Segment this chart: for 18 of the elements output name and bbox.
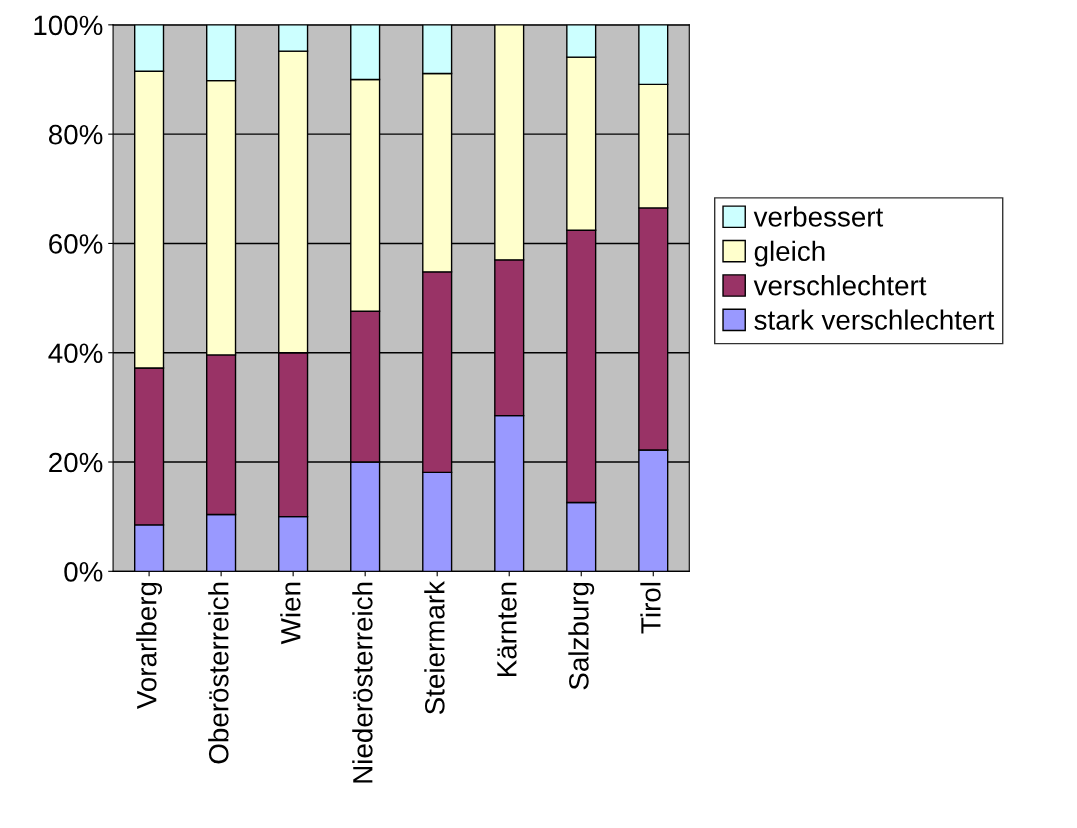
legend-label: stark verschlechtert (754, 309, 995, 330)
x-tick-label: Tirol (640, 582, 661, 634)
y-tick-label: 100% (34, 15, 103, 36)
x-tick-label: Wien (280, 582, 301, 645)
legend-label: verschlechtert (753, 275, 927, 296)
x-tick-label: Oberösterreich (208, 582, 229, 764)
legend-label: gleich (754, 240, 825, 267)
y-tick-label: 80% (48, 124, 103, 145)
x-tick-label: Vorarlberg (136, 582, 163, 710)
x-tick-label: Kärnten (497, 582, 517, 677)
x-tick-label: Niederösterreich (352, 582, 373, 783)
x-tick-label: Salzburg (568, 582, 595, 690)
legend-label: verbessert (753, 206, 884, 227)
y-tick-label: 0% (64, 561, 103, 582)
y-tick-label: 40% (48, 343, 103, 364)
x-tick-label: Steiermark (424, 581, 445, 715)
y-tick-label: 20% (49, 452, 103, 473)
y-tick-label: 60% (49, 234, 103, 254)
